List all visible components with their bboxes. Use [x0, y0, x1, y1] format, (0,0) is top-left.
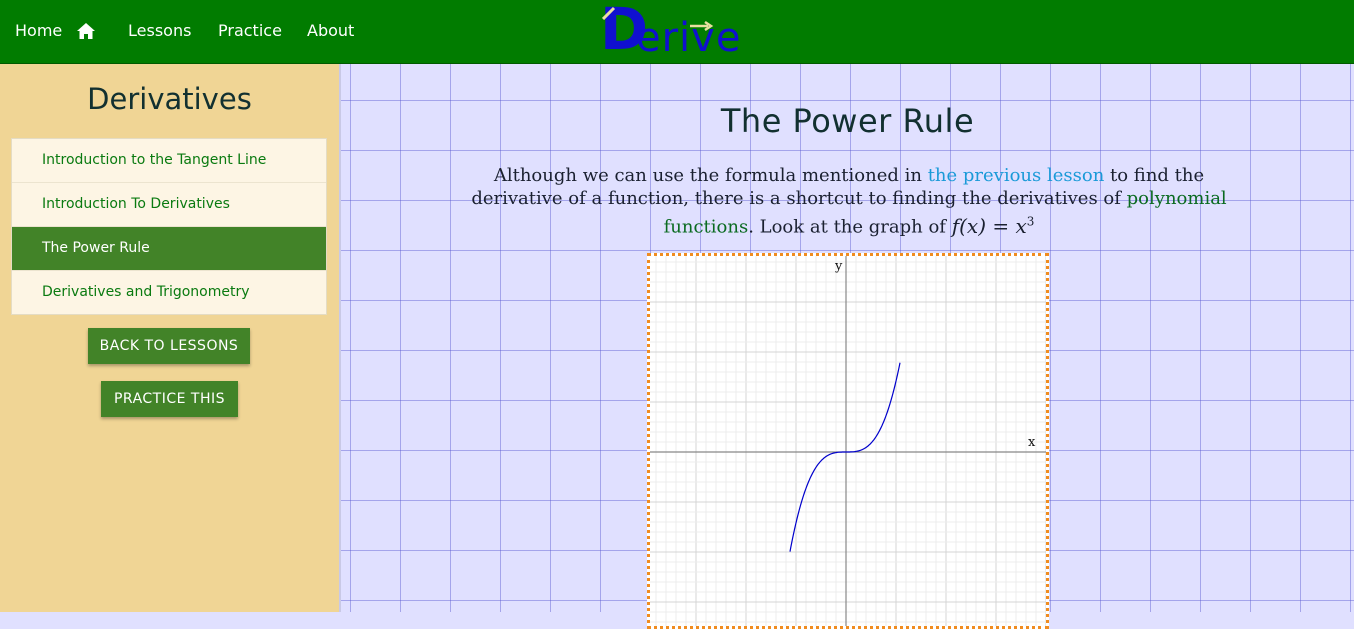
- intro-text-3: . Look at the graph of: [748, 216, 952, 238]
- logo-text: erive: [636, 15, 742, 61]
- previous-lesson-link[interactable]: the previous lesson: [927, 165, 1105, 186]
- logo-arrow-icon: [690, 20, 714, 32]
- graph-grid: [650, 256, 1046, 626]
- formula-exponent: 3: [1026, 214, 1035, 228]
- nav-about-link[interactable]: About: [307, 21, 355, 40]
- derive-logo[interactable]: D erive: [600, 0, 760, 63]
- intro-text-1: Although we can use the formula mentione…: [493, 165, 928, 186]
- lesson-content: The Power Rule Although we can use the f…: [341, 64, 1354, 629]
- back-to-lessons-button[interactable]: BACK TO LESSONS: [88, 328, 250, 364]
- lesson-list: Introduction to the Tangent Line Introdu…: [11, 138, 327, 315]
- function-graph[interactable]: x y: [647, 253, 1049, 629]
- nav-home-link[interactable]: Home: [15, 21, 63, 40]
- formula-base: f(x) = x: [951, 213, 1027, 238]
- intro-text-2: to find the derivative of a function, th…: [471, 165, 1205, 209]
- function-formula: f(x) = x3: [952, 214, 1035, 238]
- page-title: The Power Rule: [720, 102, 975, 140]
- cubic-curve: [789, 362, 901, 552]
- home-icon[interactable]: [76, 22, 96, 40]
- practice-this-button[interactable]: PRACTICE THIS: [101, 381, 238, 417]
- polynomial-functions-link[interactable]: polynomial functions: [663, 188, 1227, 238]
- y-axis-label: y: [834, 259, 843, 274]
- sidebar-title: Derivatives: [87, 82, 252, 116]
- lesson-intro-paragraph: Although we can use the formula mentione…: [454, 164, 1244, 239]
- lesson-item-intro-derivatives[interactable]: Introduction To Derivatives: [12, 183, 326, 227]
- x-axis-label: x: [1028, 435, 1036, 450]
- logo-letter-d: D: [600, 0, 649, 63]
- nav-practice-link[interactable]: Practice: [218, 21, 282, 40]
- lesson-item-trigonometry[interactable]: Derivatives and Trigonometry: [42, 284, 250, 300]
- logo-tangent-mark: [602, 6, 616, 20]
- lesson-sidebar: Derivatives Introduction to the Tangent …: [0, 64, 341, 612]
- lesson-item-tangent-line[interactable]: Introduction to the Tangent Line: [12, 139, 326, 183]
- nav-lessons-link[interactable]: Lessons: [128, 21, 192, 40]
- graph-canvas: x y: [650, 256, 1046, 626]
- lesson-item-power-rule[interactable]: The Power Rule: [12, 227, 326, 271]
- top-navbar: Home Lessons Practice About D erive: [0, 0, 1354, 64]
